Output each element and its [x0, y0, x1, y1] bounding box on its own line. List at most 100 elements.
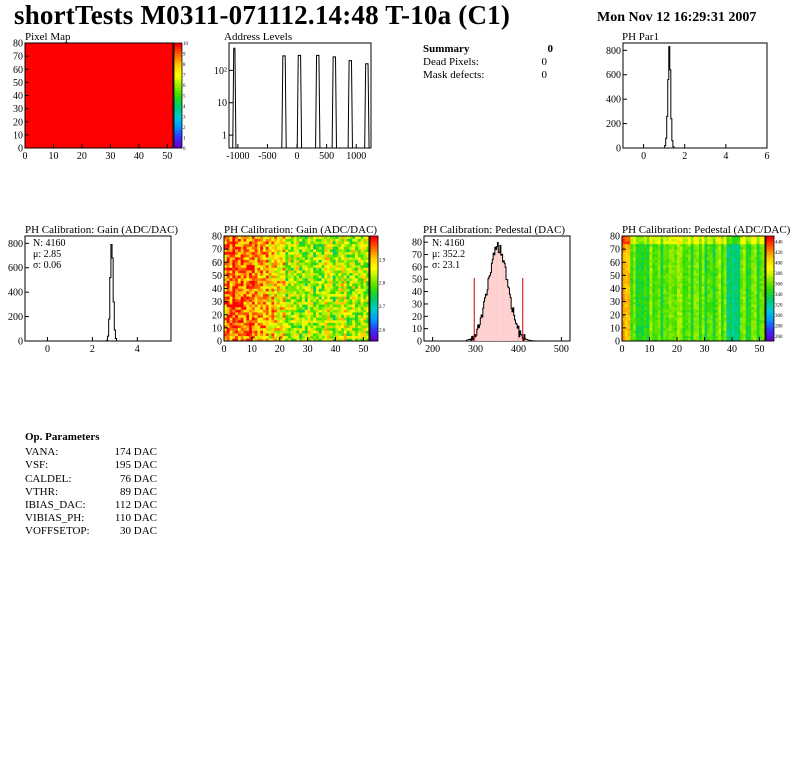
heatmap-cell	[343, 301, 347, 305]
heatmap-cell	[290, 238, 295, 242]
heatmap-cell	[290, 296, 295, 300]
heatmap-cell	[263, 264, 267, 268]
heatmap-cell	[254, 238, 258, 242]
colorbar-cell	[174, 69, 182, 73]
heatmap-cell	[335, 333, 339, 337]
heatmap-cell	[246, 291, 250, 295]
heatmap-cell	[677, 317, 681, 321]
heatmap-cell	[718, 327, 722, 331]
heatmap-cell	[329, 238, 334, 242]
heatmap-cell	[641, 327, 645, 331]
heatmap-cell	[335, 317, 339, 321]
heatmap-cell	[302, 267, 306, 271]
heatmap-cell	[310, 238, 314, 242]
heatmap-cell	[229, 301, 233, 305]
heatmap-cell	[657, 293, 661, 297]
param-value: 76 DAC	[120, 472, 157, 485]
heatmap-cell	[343, 333, 347, 337]
heatmap-cell	[723, 299, 727, 302]
heatmap-cell	[646, 306, 650, 310]
heatmap-cell	[732, 306, 736, 310]
heatmap-cell	[299, 254, 303, 258]
heatmap-cell	[704, 320, 708, 323]
heatmap-cell	[288, 293, 292, 297]
heatmap-cell	[737, 317, 741, 321]
heatmap-cell	[226, 333, 230, 337]
heatmap-cell	[279, 238, 283, 242]
heatmap-cell	[729, 335, 733, 339]
heatmap-cell	[732, 272, 736, 276]
heatmap-cell	[232, 275, 236, 279]
heatmap-cell	[246, 333, 250, 337]
heatmap-cell	[237, 304, 242, 308]
heatmap-cell	[633, 238, 637, 242]
heatmap-cell	[734, 257, 738, 260]
heatmap-cell	[313, 293, 317, 297]
heatmap-cell	[310, 304, 314, 308]
heatmap-cell	[332, 251, 336, 255]
heatmap-cell	[293, 280, 297, 284]
heatmap-cell	[677, 327, 681, 331]
heatmap-cell	[638, 330, 642, 334]
heatmap-cell	[310, 246, 314, 250]
heatmap-cell	[329, 278, 334, 281]
heatmap-cell	[712, 299, 716, 302]
heatmap-cell	[229, 257, 233, 260]
heatmap-cell	[759, 275, 763, 279]
colorbar-cell	[174, 129, 182, 133]
heatmap-cell	[624, 262, 628, 266]
heatmap-cell	[657, 262, 661, 266]
heatmap-cell	[699, 306, 703, 310]
heatmap-cell	[688, 267, 692, 271]
heatmap-cell	[357, 246, 361, 250]
heatmap-cell	[293, 243, 297, 247]
heatmap-cell	[363, 322, 367, 326]
heatmap-cell	[699, 238, 703, 242]
heatmap-cell	[363, 293, 367, 297]
heatmap-cell	[316, 254, 320, 258]
heatmap-cell	[274, 267, 278, 271]
heatmap-cell	[299, 267, 303, 271]
heatmap-cell	[679, 236, 683, 239]
heatmap-cell	[729, 262, 733, 266]
heatmap-cell	[751, 304, 755, 308]
heatmap-cell	[243, 317, 247, 321]
heatmap-cell	[296, 288, 300, 292]
heatmap-cell	[677, 306, 681, 310]
heatmap-cell	[304, 278, 308, 281]
heatmap-cell	[627, 249, 631, 253]
heatmap-cell	[652, 304, 656, 308]
heatmap-cell	[329, 293, 334, 297]
heatmap-cell	[622, 275, 626, 279]
heatmap-cell	[366, 278, 370, 281]
heatmap-cell	[296, 238, 300, 242]
heatmap-cell	[635, 314, 639, 318]
heatmap-cell	[668, 335, 672, 339]
heatmap-cell	[299, 335, 303, 339]
heatmap-cell	[762, 278, 766, 281]
heatmap-cell	[715, 278, 719, 281]
heatmap-cell	[290, 312, 295, 316]
heatmap-cell	[243, 241, 247, 245]
heatmap-cell	[310, 296, 314, 300]
heatmap-cell	[279, 275, 283, 279]
heatmap-cell	[685, 280, 689, 284]
heatmap-cell	[260, 267, 264, 271]
heatmap-cell	[649, 275, 653, 279]
heatmap-cell	[751, 291, 755, 295]
heatmap-cell	[293, 306, 297, 310]
heatmap-cell	[257, 338, 261, 342]
x-tick-label: 20	[275, 344, 285, 355]
heatmap-cell	[699, 236, 703, 239]
heatmap-cell	[329, 314, 334, 318]
heatmap-cell	[737, 251, 741, 255]
heatmap-cell	[346, 293, 350, 297]
heatmap-cell	[754, 325, 758, 329]
heatmap-cell	[271, 272, 275, 276]
heatmap-cell	[723, 270, 727, 274]
heatmap-cell	[682, 293, 686, 297]
heatmap-cell	[260, 296, 264, 300]
heatmap-cell	[274, 291, 278, 295]
heatmap-cell	[276, 330, 281, 334]
heatmap-cell	[756, 312, 760, 316]
